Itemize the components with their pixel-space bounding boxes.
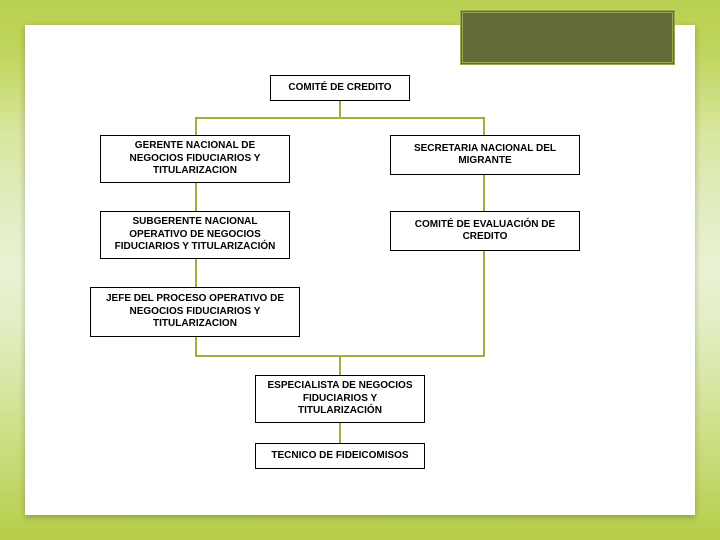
connector bbox=[483, 251, 485, 357]
node-tecnico: TECNICO DE FIDEICOMISOS bbox=[255, 443, 425, 469]
node-gerente-nacional: GERENTE NACIONAL DE NEGOCIOS FIDUCIARIOS… bbox=[100, 135, 290, 183]
node-jefe-proceso: JEFE DEL PROCESO OPERATIVO DE NEGOCIOS F… bbox=[90, 287, 300, 337]
node-secretaria-migrante: SECRETARIA NACIONAL DEL MIGRANTE bbox=[390, 135, 580, 175]
node-especialista: ESPECIALISTA DE NEGOCIOS FIDUCIARIOS Y T… bbox=[255, 375, 425, 423]
connector bbox=[483, 175, 485, 211]
corner-block bbox=[460, 10, 675, 65]
connector bbox=[195, 259, 197, 287]
connector bbox=[195, 117, 197, 135]
node-label: SUBGERENTE NACIONAL OPERATIVO DE NEGOCIO… bbox=[107, 216, 283, 254]
node-comite-evaluacion: COMITÉ DE EVALUACIÓN DE CREDITO bbox=[390, 211, 580, 251]
node-label: ESPECIALISTA DE NEGOCIOS FIDUCIARIOS Y T… bbox=[262, 380, 418, 418]
node-label: TECNICO DE FIDEICOMISOS bbox=[271, 450, 408, 463]
frame: COMITÉ DE CREDITO GERENTE NACIONAL DE NE… bbox=[25, 25, 695, 515]
connector bbox=[339, 355, 341, 375]
node-comite-credito: COMITÉ DE CREDITO bbox=[270, 75, 410, 101]
connector bbox=[195, 337, 197, 357]
connector bbox=[483, 117, 485, 135]
connector bbox=[195, 183, 197, 211]
node-label: COMITÉ DE CREDITO bbox=[288, 82, 391, 95]
node-label: SECRETARIA NACIONAL DEL MIGRANTE bbox=[397, 143, 573, 168]
node-label: GERENTE NACIONAL DE NEGOCIOS FIDUCIARIOS… bbox=[107, 140, 283, 178]
node-subgerente-nacional: SUBGERENTE NACIONAL OPERATIVO DE NEGOCIO… bbox=[100, 211, 290, 259]
node-label: JEFE DEL PROCESO OPERATIVO DE NEGOCIOS F… bbox=[97, 293, 293, 331]
node-label: COMITÉ DE EVALUACIÓN DE CREDITO bbox=[397, 219, 573, 244]
connector bbox=[339, 423, 341, 443]
connector bbox=[195, 117, 485, 119]
